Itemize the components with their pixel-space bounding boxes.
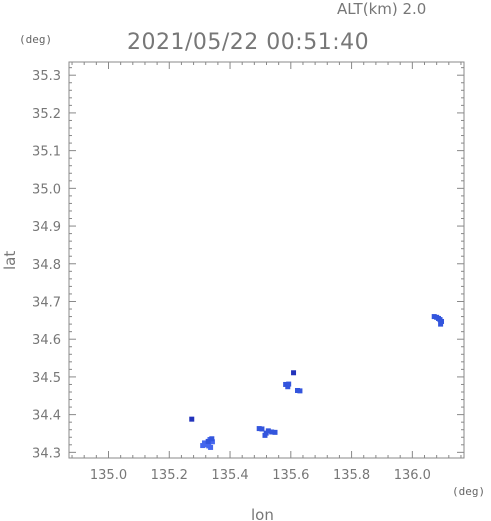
y-tick-label: 35.1 [32,145,61,160]
y-tick-label: 34.8 [32,258,61,273]
y-tick-label: 35.0 [32,182,61,197]
y-tick-label: 35.2 [32,107,61,122]
y-tick-label: 34.5 [32,371,61,386]
echo-point [189,416,195,422]
echo-point [205,438,211,444]
echo-point [200,443,206,449]
echo-point [269,429,275,435]
x-tick-label: 135.2 [151,468,188,483]
x-tick-label: 136.0 [394,468,431,483]
echo-point [259,426,265,432]
x-tick-label: 135.0 [90,468,127,483]
y-tick-label: 34.9 [32,220,61,235]
echo-point [291,370,297,376]
x-tick-label: 135.8 [333,468,370,483]
echo-point [297,388,303,394]
x-axis-title: lon [251,506,274,521]
echo-point [439,318,445,324]
x-tick-label: 135.4 [211,468,248,483]
echo-point [256,426,262,432]
tick-group: 34.3 34.4 34.5 34.6 34.7 34.8 34.9 35.0 35.1 35.2… [32,62,464,483]
altitude-label: ALT(km) 2.0 [337,0,426,18]
echo-point [286,381,292,387]
echo-point [265,428,271,434]
x-tick-label: 135.6 [272,468,309,483]
y-tick-label: 35.3 [32,69,61,84]
echo-point [438,321,444,327]
x-unit-label: (deg) [452,485,485,498]
echo-point [285,384,291,390]
y-tick-label: 34.4 [32,409,61,424]
y-axis-title: lat [1,251,19,270]
chart-title: 2021/05/22 00:51:40 [127,30,369,55]
echo-point [208,444,214,450]
plot-frame [68,61,465,459]
y-tick-label: 34.7 [32,295,61,310]
data-points [189,314,445,450]
echo-point [272,429,278,435]
echo-point [209,436,215,442]
y-tick-label: 34.6 [32,333,61,348]
echo-point [209,439,215,445]
y-unit-label: (deg) [19,33,52,46]
y-tick-label: 34.3 [32,446,61,461]
